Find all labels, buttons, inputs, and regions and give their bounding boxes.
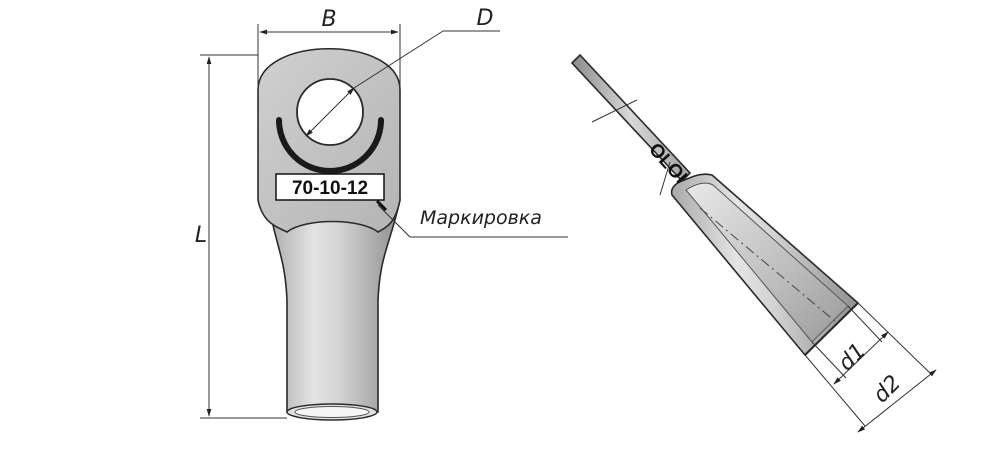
dim-d-label: D <box>477 6 494 31</box>
dim-d2-label: d2 <box>869 371 906 408</box>
dim-d1-line <box>833 331 889 385</box>
side-view: OLOI d1 d2 <box>570 53 937 433</box>
front-view: 70-10-12 B D L Маркировка <box>195 6 568 421</box>
crescent-mark <box>276 117 384 174</box>
side-tongue <box>570 53 692 183</box>
side-open-end <box>804 302 859 356</box>
marking-pointer <box>375 199 388 212</box>
dim-b-label: B <box>321 7 336 32</box>
lug-tube <box>267 199 401 413</box>
stamp-text: 70-10-12 <box>292 178 368 199</box>
dim-d-line <box>305 87 355 137</box>
dim-d2-line <box>857 369 937 433</box>
tube-bore <box>294 406 370 418</box>
stamp-box <box>275 173 385 201</box>
side-trough <box>685 182 849 343</box>
side-centerline <box>699 207 837 323</box>
marking-leader <box>377 204 411 238</box>
marking-label: Маркировка <box>420 207 542 229</box>
dim-l-label: L <box>195 223 207 248</box>
